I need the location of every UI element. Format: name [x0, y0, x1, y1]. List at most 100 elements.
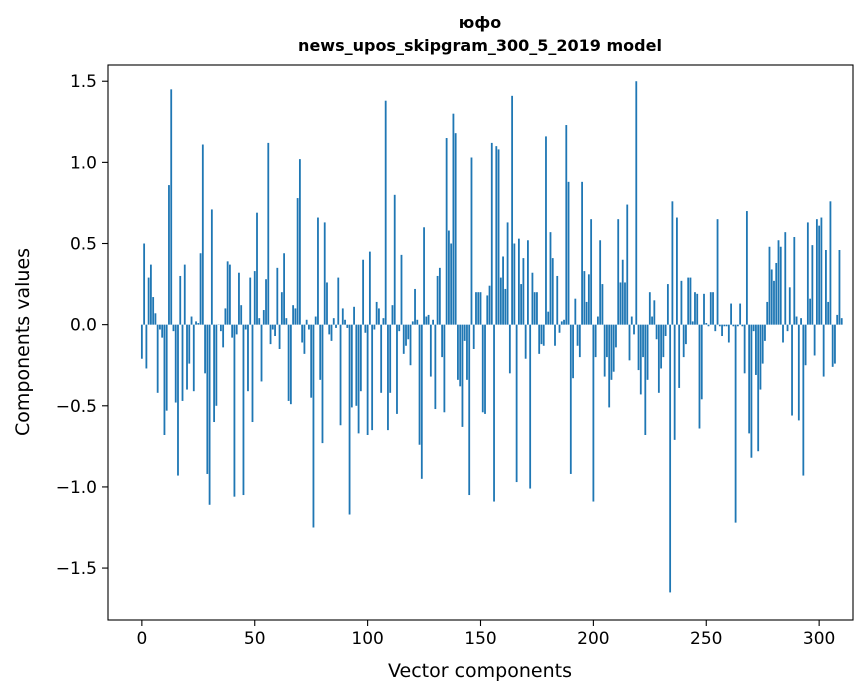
bar-component-210 — [615, 325, 617, 348]
y-tick-label: 1.5 — [70, 72, 97, 92]
bar-component-32 — [213, 325, 215, 422]
bar-component-240 — [683, 325, 685, 357]
bar-component-73 — [306, 320, 308, 325]
bar-component-47 — [247, 325, 249, 392]
bar-component-16 — [177, 325, 179, 476]
bar-component-21 — [188, 325, 190, 364]
bar-component-147 — [473, 325, 475, 349]
bar-component-158 — [498, 149, 500, 324]
bar-component-131 — [437, 276, 439, 325]
bar-component-88 — [340, 325, 342, 426]
bar-component-178 — [543, 325, 545, 346]
bar-component-226 — [651, 317, 653, 325]
bar-component-223 — [644, 325, 646, 435]
bar-component-2 — [145, 325, 147, 369]
bar-component-185 — [559, 325, 561, 333]
y-tick-label: −1.0 — [56, 478, 97, 498]
bar-component-285 — [784, 232, 786, 325]
bar-component-70 — [299, 159, 301, 325]
bar-component-45 — [243, 325, 245, 495]
bar-component-265 — [739, 304, 741, 325]
bar-component-4 — [150, 265, 152, 325]
bar-component-301 — [820, 218, 822, 325]
bar-component-30 — [209, 325, 211, 505]
bar-component-292 — [800, 318, 802, 324]
bar-component-132 — [439, 268, 441, 325]
bar-component-170 — [525, 325, 527, 359]
bar-series — [141, 81, 843, 592]
bar-component-108 — [385, 101, 387, 325]
bar-component-189 — [568, 182, 570, 325]
bar-component-53 — [261, 325, 263, 382]
bar-component-98 — [362, 260, 364, 325]
bar-component-156 — [493, 325, 495, 502]
bar-component-190 — [570, 325, 572, 474]
bar-component-297 — [811, 245, 813, 325]
bar-component-310 — [841, 318, 843, 324]
bar-component-251 — [708, 325, 710, 327]
bar-component-80 — [322, 325, 324, 443]
bar-component-15 — [175, 325, 177, 403]
bar-component-60 — [276, 268, 278, 325]
bar-component-281 — [775, 263, 777, 325]
bar-component-303 — [825, 250, 827, 325]
bar-component-59 — [274, 325, 276, 336]
bar-component-6 — [155, 313, 157, 324]
bar-component-122 — [416, 320, 418, 325]
bar-component-40 — [231, 325, 233, 338]
bar-component-302 — [823, 325, 825, 377]
bar-component-304 — [827, 302, 829, 325]
bar-component-42 — [236, 325, 238, 335]
bar-component-39 — [229, 265, 231, 325]
bar-component-218 — [633, 325, 635, 335]
bar-component-161 — [504, 289, 506, 325]
bar-component-133 — [441, 325, 443, 357]
bar-component-149 — [477, 292, 479, 324]
bar-component-124 — [421, 325, 423, 479]
bar-component-225 — [649, 292, 651, 324]
bar-component-232 — [665, 325, 667, 336]
y-axis-label: Components values — [12, 248, 34, 436]
x-tick-label: 200 — [577, 629, 609, 649]
bar-component-46 — [245, 325, 247, 330]
bar-component-44 — [240, 305, 242, 324]
bar-component-52 — [258, 318, 260, 324]
bar-component-224 — [647, 325, 649, 380]
bar-component-298 — [814, 325, 816, 356]
bar-component-95 — [355, 325, 357, 406]
bar-component-143 — [464, 325, 466, 341]
bar-component-296 — [809, 299, 811, 325]
bar-component-233 — [667, 284, 669, 325]
bar-component-17 — [179, 276, 181, 325]
bar-component-7 — [157, 325, 159, 393]
bar-component-308 — [836, 315, 838, 325]
bar-component-235 — [671, 201, 673, 324]
bar-component-82 — [326, 282, 328, 324]
bar-component-165 — [513, 244, 515, 325]
bar-component-27 — [202, 145, 204, 325]
bar-component-136 — [448, 231, 450, 325]
bar-component-248 — [701, 325, 703, 400]
bar-component-154 — [489, 286, 491, 325]
bar-component-243 — [690, 278, 692, 325]
bar-component-267 — [744, 325, 746, 374]
bar-component-126 — [425, 317, 427, 325]
bar-component-105 — [378, 308, 380, 324]
bar-component-120 — [412, 321, 414, 324]
bar-component-64 — [285, 318, 287, 324]
bar-component-216 — [629, 325, 631, 361]
bar-component-23 — [193, 325, 195, 392]
bar-component-93 — [351, 325, 353, 408]
bar-component-228 — [656, 325, 658, 340]
bar-component-24 — [195, 321, 197, 324]
bar-component-142 — [462, 325, 464, 427]
bar-component-188 — [565, 125, 567, 325]
bar-component-252 — [710, 292, 712, 324]
bar-component-153 — [486, 295, 488, 324]
bar-component-230 — [660, 325, 662, 369]
bar-component-307 — [834, 325, 836, 364]
bar-component-65 — [288, 325, 290, 401]
chart-title-line2: news_upos_skipgram_300_5_2019 model — [298, 36, 662, 55]
